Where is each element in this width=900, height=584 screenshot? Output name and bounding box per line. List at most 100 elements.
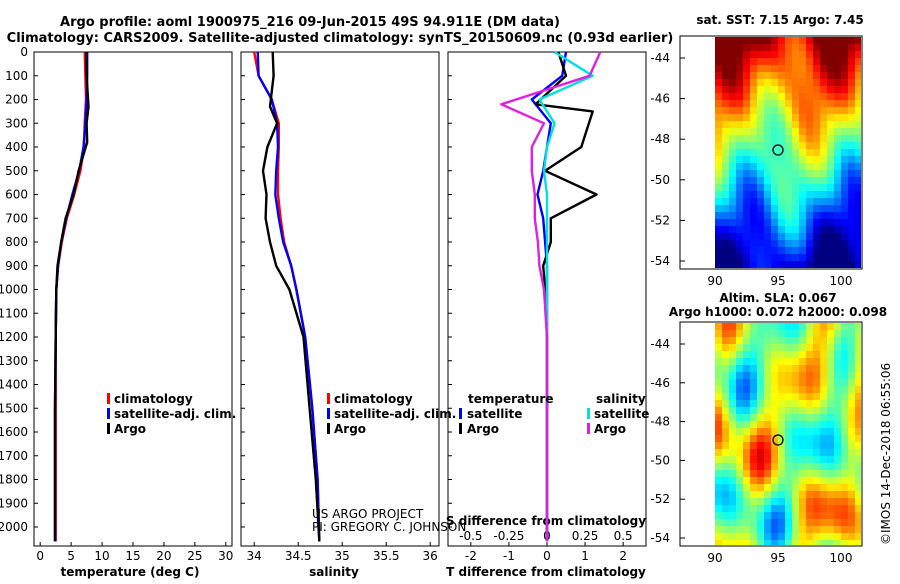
map-cell — [757, 505, 764, 512]
x-tick-label: -1 — [503, 549, 515, 563]
map-cell — [806, 226, 813, 233]
series-line-climatology — [54, 51, 88, 542]
map-cell — [743, 456, 750, 463]
map-cell — [771, 442, 778, 449]
map-cell — [855, 540, 861, 545]
map-cell — [736, 114, 743, 121]
map-cell — [855, 372, 861, 379]
map-cell — [736, 491, 743, 498]
map-cell — [848, 533, 855, 540]
map-cell — [820, 191, 827, 198]
map-cell — [848, 449, 855, 456]
map-cell — [771, 142, 778, 149]
map-cell — [722, 505, 729, 512]
map-cell — [820, 484, 827, 491]
map-cell — [841, 233, 848, 240]
map-cell — [799, 456, 806, 463]
map-cell — [806, 184, 813, 191]
map-cell — [764, 498, 771, 505]
map-cell — [736, 470, 743, 477]
map-cell — [743, 358, 750, 365]
map-cell — [743, 379, 750, 386]
map-cell — [813, 323, 820, 330]
map-cell — [757, 44, 764, 51]
map-cell — [743, 351, 750, 358]
map-cell — [715, 414, 722, 421]
map-cell — [799, 344, 806, 351]
map-cell — [764, 93, 771, 100]
map-cell — [722, 365, 729, 372]
map-cell — [806, 177, 813, 184]
map-cell — [715, 365, 722, 372]
map-cell — [841, 379, 848, 386]
map-cell — [771, 121, 778, 128]
map-cell — [848, 86, 855, 93]
map-cell — [841, 428, 848, 435]
map-cell — [834, 498, 841, 505]
map-cell — [757, 379, 764, 386]
map-cell — [806, 72, 813, 79]
map-cell — [722, 212, 729, 219]
map-cell — [764, 65, 771, 72]
map-cell — [820, 149, 827, 156]
map-cell — [778, 414, 785, 421]
map-cell — [743, 51, 750, 58]
map-cell — [778, 442, 785, 449]
map-cell — [841, 477, 848, 484]
map-cell — [778, 37, 785, 44]
map-cell — [855, 247, 861, 254]
map-cell — [785, 184, 792, 191]
map-cell — [820, 261, 827, 268]
map-cell — [799, 184, 806, 191]
map-cell — [806, 100, 813, 107]
map-cell — [834, 533, 841, 540]
map-cell — [820, 337, 827, 344]
map-cell — [743, 247, 750, 254]
lat-tick-label: -54 — [650, 254, 670, 268]
map-cell — [778, 107, 785, 114]
map-cell — [736, 100, 743, 107]
map-cell — [848, 456, 855, 463]
map-cell — [764, 100, 771, 107]
map-cell — [855, 386, 861, 393]
map-cell — [722, 135, 729, 142]
map-cell — [834, 351, 841, 358]
map-cell — [841, 470, 848, 477]
map-cell — [715, 330, 722, 337]
map-cell — [778, 100, 785, 107]
map-cell — [757, 93, 764, 100]
depth-tick-label: 1200 — [0, 330, 28, 344]
map-cell — [792, 114, 799, 121]
x-tick-label: 30 — [218, 549, 233, 563]
map-cell — [722, 421, 729, 428]
map-cell — [736, 254, 743, 261]
map-cell — [848, 491, 855, 498]
map-cell — [785, 261, 792, 268]
map-cell — [834, 51, 841, 58]
map-cell — [736, 414, 743, 421]
x-tick-label: 10 — [94, 549, 109, 563]
salinity-panel — [240, 51, 440, 547]
map-cell — [799, 177, 806, 184]
map-cell — [855, 519, 861, 526]
map-cell — [806, 351, 813, 358]
map-cell — [729, 505, 736, 512]
map-cell — [820, 533, 827, 540]
map-cell — [785, 421, 792, 428]
map-cell — [820, 491, 827, 498]
map-cell — [722, 414, 729, 421]
map-cell — [820, 442, 827, 449]
map-cell — [771, 86, 778, 93]
map-cell — [841, 79, 848, 86]
map-cell — [813, 240, 820, 247]
map-cell — [771, 337, 778, 344]
x-tick-label: 35 — [335, 549, 350, 563]
legend-swatch-satellite — [459, 408, 462, 419]
map-cell — [827, 79, 834, 86]
map-cell — [715, 323, 722, 330]
map-cell — [750, 191, 757, 198]
map-cell — [743, 37, 750, 44]
map-cell — [792, 358, 799, 365]
map-cell — [757, 58, 764, 65]
map-cell — [841, 198, 848, 205]
